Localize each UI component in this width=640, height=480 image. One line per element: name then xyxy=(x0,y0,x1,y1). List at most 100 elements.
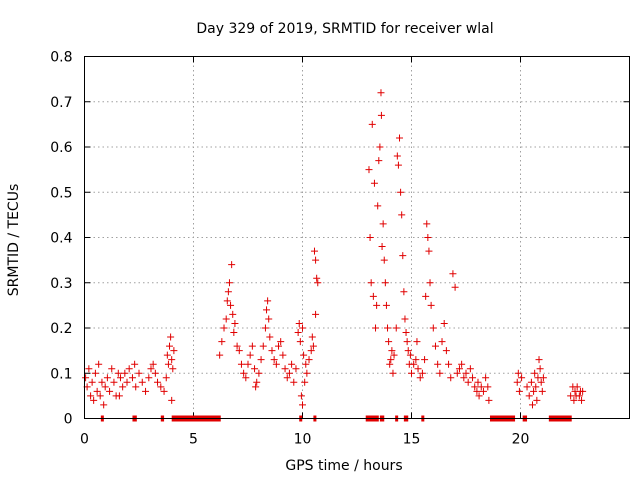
data-point xyxy=(400,288,408,296)
data-point xyxy=(575,392,583,400)
data-point xyxy=(110,378,118,386)
data-point xyxy=(412,356,420,364)
data-point xyxy=(167,333,175,341)
data-point xyxy=(471,383,479,391)
data-point xyxy=(539,374,547,382)
data-point xyxy=(223,297,231,305)
data-point xyxy=(242,374,250,382)
data-point xyxy=(266,333,274,341)
data-point xyxy=(301,378,309,386)
data-point xyxy=(414,365,422,373)
data-point xyxy=(246,351,254,359)
data-point xyxy=(162,374,170,382)
data-point xyxy=(227,301,235,309)
data-point xyxy=(388,347,396,355)
data-point xyxy=(578,396,586,404)
y-tick-label: 0.6 xyxy=(50,140,72,156)
data-point xyxy=(95,360,103,368)
data-point xyxy=(403,338,411,346)
data-point xyxy=(98,378,106,386)
data-point xyxy=(484,383,492,391)
data-point xyxy=(376,143,384,151)
data-point xyxy=(390,351,398,359)
data-point xyxy=(514,369,522,377)
data-point xyxy=(402,329,410,337)
data-point xyxy=(154,378,162,386)
data-point xyxy=(399,252,407,260)
data-point xyxy=(216,351,224,359)
data-point xyxy=(475,392,483,400)
data-point xyxy=(449,270,457,278)
data-point xyxy=(416,374,424,382)
data-point xyxy=(100,401,108,409)
data-point xyxy=(299,401,306,409)
data-point xyxy=(408,369,415,377)
data-point xyxy=(530,387,538,395)
data-point xyxy=(464,378,472,386)
data-point xyxy=(436,369,444,377)
data-point xyxy=(294,329,302,337)
x-tick-label: 10 xyxy=(294,432,312,448)
data-point xyxy=(138,378,146,386)
data-point xyxy=(378,243,386,251)
data-point xyxy=(312,256,320,264)
data-point xyxy=(367,279,375,287)
data-point xyxy=(82,374,90,382)
data-point xyxy=(123,378,131,386)
data-point xyxy=(160,387,168,395)
data-point xyxy=(473,387,481,395)
data-point xyxy=(375,157,383,165)
data-point xyxy=(228,261,236,269)
data-point xyxy=(525,392,533,400)
data-point xyxy=(369,292,377,300)
data-point xyxy=(252,383,260,391)
data-point xyxy=(93,387,101,395)
data-point xyxy=(527,378,535,386)
data-point xyxy=(237,360,245,368)
data-point xyxy=(157,383,165,391)
data-point xyxy=(224,288,232,296)
data-point xyxy=(297,392,305,400)
data-point xyxy=(431,342,439,350)
grid xyxy=(84,56,630,419)
y-tick-label: 0.3 xyxy=(50,276,72,292)
data-point xyxy=(128,374,136,382)
data-point xyxy=(90,396,98,404)
data-point xyxy=(379,220,387,228)
data-point xyxy=(440,319,448,327)
data-point xyxy=(96,392,104,400)
data-point xyxy=(220,324,228,332)
data-point xyxy=(533,396,541,404)
data-point xyxy=(300,351,308,359)
y-tick-label: 0.2 xyxy=(50,321,72,337)
data-point xyxy=(295,319,303,327)
data-point xyxy=(222,315,230,323)
data-point xyxy=(410,360,418,368)
data-point xyxy=(397,188,405,196)
data-point xyxy=(382,301,390,309)
data-point xyxy=(401,315,409,323)
data-point xyxy=(573,383,581,391)
data-point xyxy=(101,383,109,391)
data-point xyxy=(429,324,437,332)
data-point xyxy=(447,374,455,382)
data-point xyxy=(264,297,272,305)
data-point xyxy=(368,120,376,128)
data-point xyxy=(373,301,381,309)
data-point xyxy=(384,324,392,332)
data-point xyxy=(114,369,122,377)
data-point xyxy=(168,396,176,404)
data-point xyxy=(281,365,289,373)
data-point xyxy=(374,202,382,210)
data-point xyxy=(377,89,385,97)
data-point xyxy=(248,342,256,350)
data-point xyxy=(103,374,111,382)
data-point xyxy=(513,378,521,386)
data-point xyxy=(261,324,269,332)
data-point xyxy=(396,134,404,142)
data-point xyxy=(312,310,320,318)
data-point xyxy=(307,347,315,355)
data-point xyxy=(225,279,233,287)
chart-title: Day 329 of 2019, SRMTID for receiver wla… xyxy=(196,21,493,37)
